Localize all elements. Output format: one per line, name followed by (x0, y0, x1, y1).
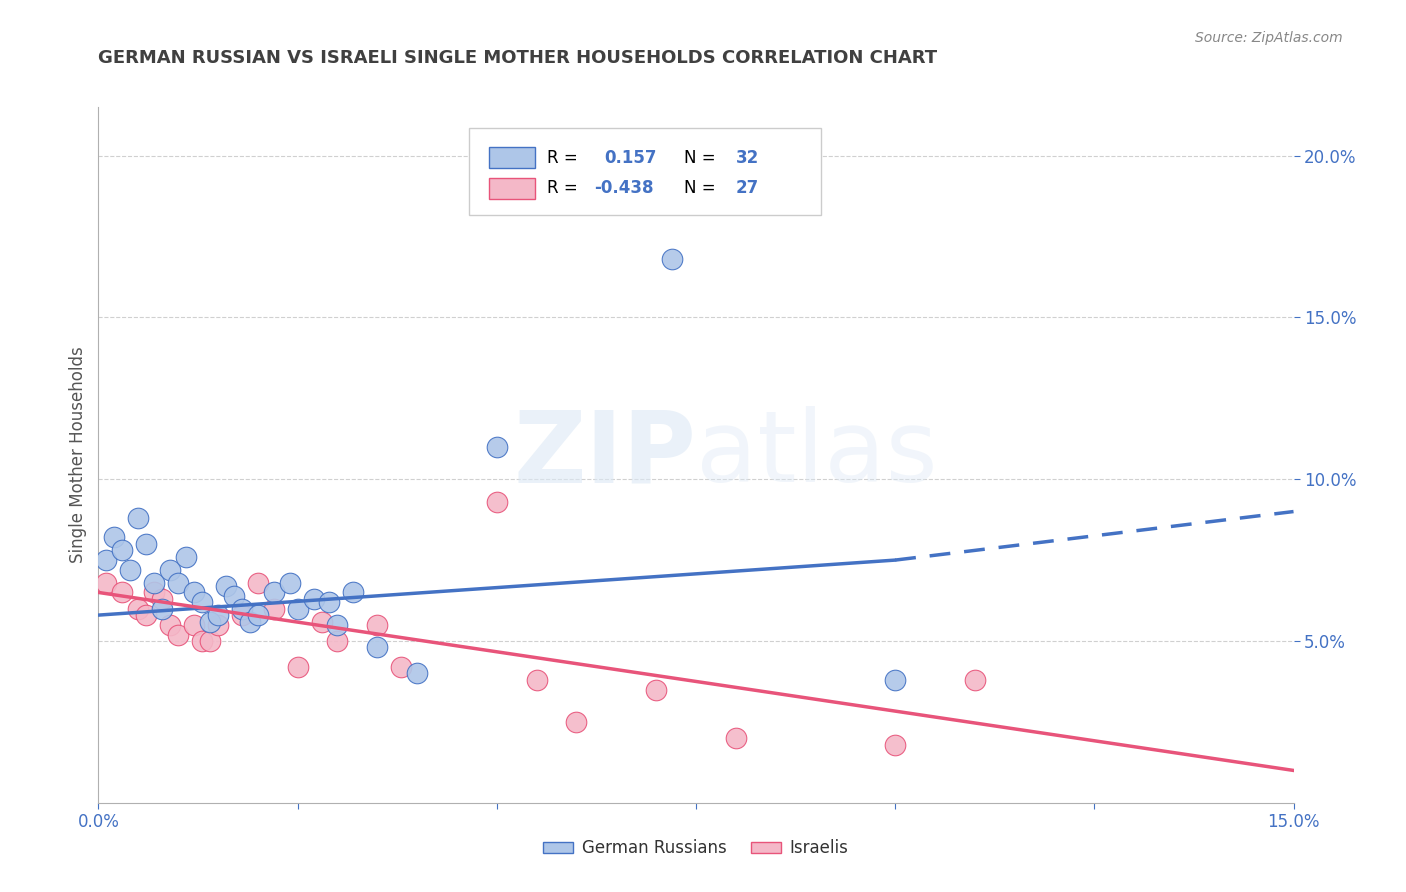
Point (111, 585, 134, 599)
Point (135, 537, 157, 551)
Point (526, 673, 548, 687)
Point (127, 601, 149, 615)
Y-axis label: Single Mother Households: Single Mother Households (69, 347, 87, 563)
Point (150, 591, 173, 606)
Point (311, 615, 333, 629)
Point (135, 608, 157, 623)
Point (96, 553, 118, 567)
Point (287, 660, 309, 674)
Point (645, 682, 668, 697)
Point (724, 731, 747, 745)
Point (231, 601, 253, 615)
Text: -0.438: -0.438 (595, 179, 654, 197)
Point (302, 591, 325, 606)
Point (111, 543, 134, 558)
Point (246, 575, 269, 590)
Point (278, 575, 301, 590)
Point (215, 579, 238, 593)
Text: N =: N = (685, 179, 716, 197)
Point (485, 495, 508, 509)
Point (103, 531, 125, 545)
Text: 27: 27 (735, 179, 759, 197)
Point (565, 714, 588, 729)
Bar (489, 178, 534, 199)
Point (183, 585, 205, 599)
Point (963, 673, 986, 687)
Point (366, 617, 388, 632)
Point (207, 617, 229, 632)
Point (389, 660, 412, 674)
Point (263, 585, 285, 599)
Point (207, 608, 229, 623)
Point (326, 634, 349, 648)
Point (159, 563, 181, 577)
Point (174, 549, 197, 564)
Legend: German Russians, Israelis: German Russians, Israelis (537, 833, 855, 864)
Point (406, 666, 429, 681)
Point (231, 608, 253, 623)
Point (884, 673, 907, 687)
FancyBboxPatch shape (470, 128, 821, 215)
Point (191, 634, 214, 648)
Point (167, 627, 190, 641)
Point (326, 617, 349, 632)
Point (183, 617, 205, 632)
Point (127, 511, 149, 525)
Point (239, 615, 262, 629)
Text: atlas: atlas (696, 407, 938, 503)
Point (287, 601, 309, 615)
Point (167, 575, 190, 590)
Text: GERMAN RUSSIAN VS ISRAELI SINGLE MOTHER HOUSEHOLDS CORRELATION CHART: GERMAN RUSSIAN VS ISRAELI SINGLE MOTHER … (98, 49, 938, 67)
Point (318, 595, 340, 609)
Point (222, 589, 245, 603)
Point (366, 640, 388, 655)
Text: R =: R = (547, 149, 578, 167)
Point (150, 601, 173, 615)
Point (96, 575, 118, 590)
Text: N =: N = (685, 149, 716, 167)
Point (342, 585, 364, 599)
Point (884, 738, 907, 752)
Point (198, 615, 221, 629)
Point (159, 617, 181, 632)
Bar (489, 147, 534, 169)
Text: 0.157: 0.157 (605, 149, 657, 167)
Point (143, 585, 166, 599)
Point (120, 563, 142, 577)
Text: R =: R = (547, 179, 578, 197)
Point (263, 601, 285, 615)
Text: 32: 32 (735, 149, 759, 167)
Text: ZIP: ZIP (513, 407, 696, 503)
Point (661, 252, 683, 267)
Point (246, 608, 269, 623)
Text: Source: ZipAtlas.com: Source: ZipAtlas.com (1195, 31, 1343, 45)
Point (198, 634, 221, 648)
Point (485, 440, 508, 454)
Point (191, 595, 214, 609)
Point (143, 575, 166, 590)
